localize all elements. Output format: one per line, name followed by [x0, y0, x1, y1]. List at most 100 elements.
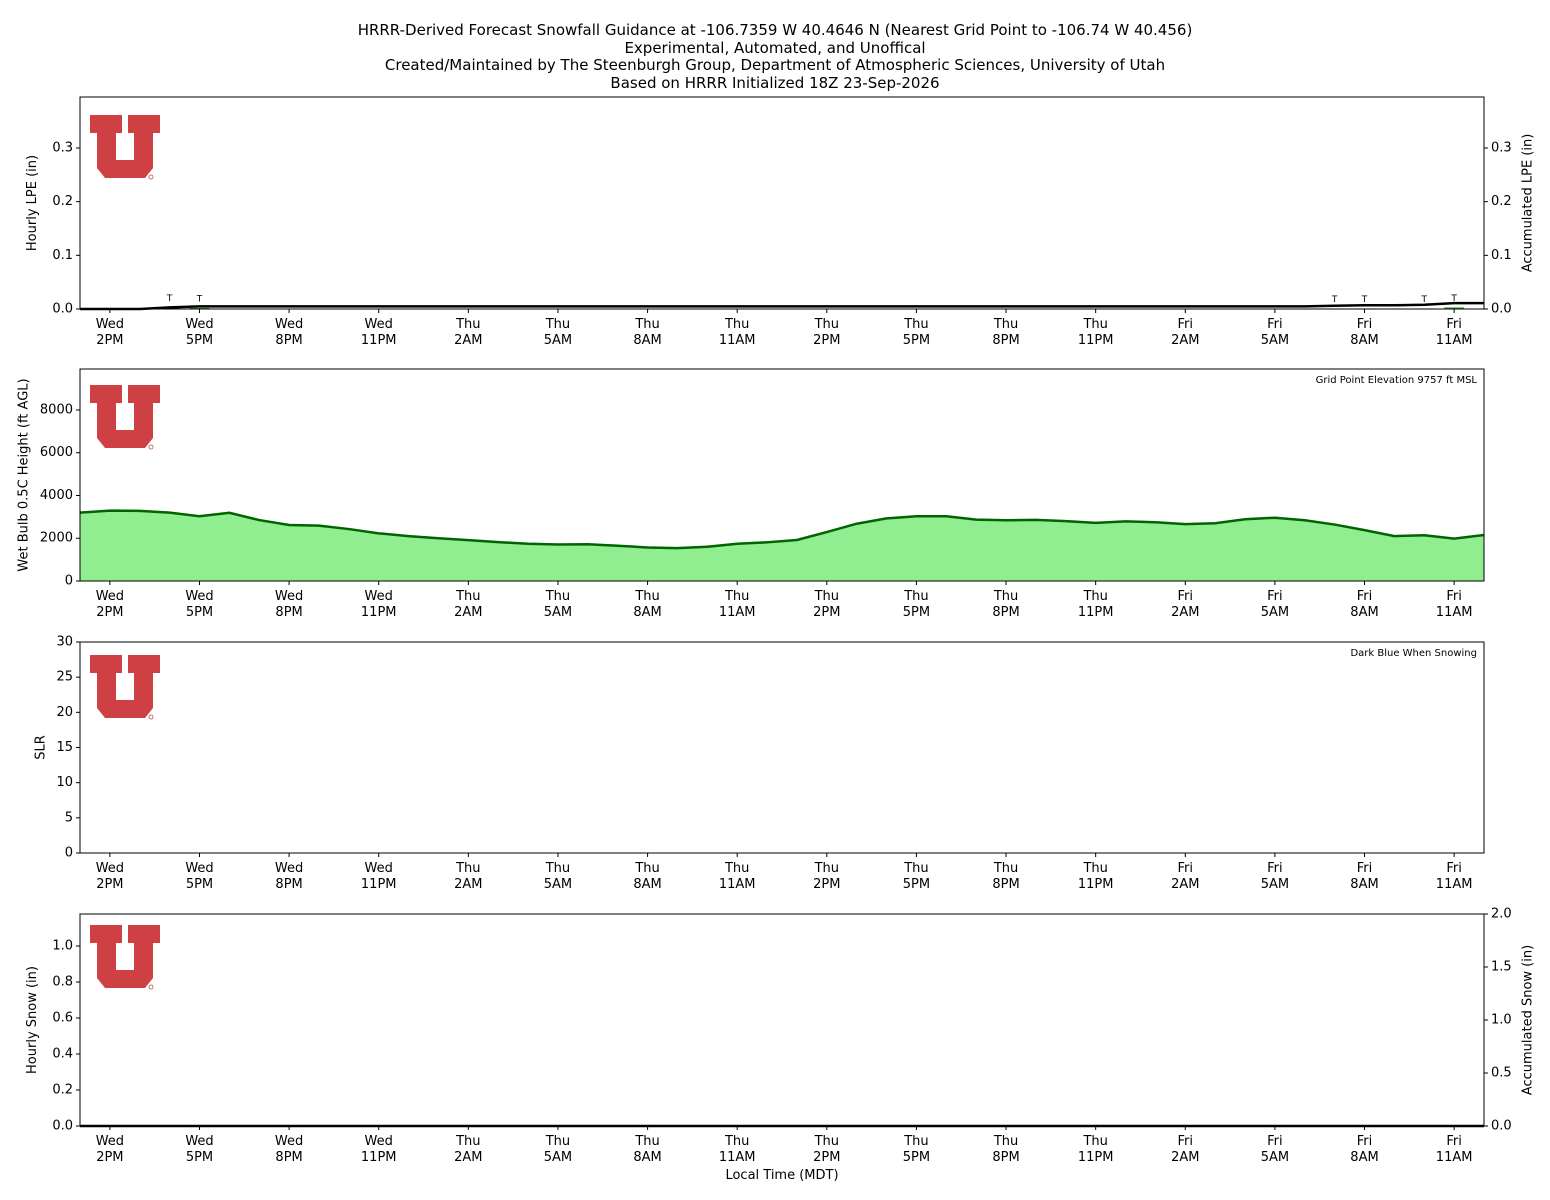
plot-frame: [79, 913, 1485, 1127]
x-tick-label: Thu 11AM: [718, 861, 756, 892]
x-tick-label: Thu 2PM: [813, 861, 841, 892]
x-tick-label: Wed 11PM: [360, 589, 397, 620]
x-tick-label: Wed 5PM: [185, 861, 214, 892]
x-tick-label: Thu 8AM: [633, 1134, 662, 1165]
x-tick-label: Thu 5AM: [543, 1134, 573, 1165]
y-axis-label: Hourly Snow (in): [25, 966, 40, 1074]
line: [79, 509, 1485, 550]
x-tick-label: Thu 11AM: [718, 589, 756, 620]
x-tick-label: Wed 11PM: [360, 317, 397, 348]
x-tick-label: Wed 8PM: [274, 317, 304, 348]
area: [80, 510, 1484, 581]
y-tick-label: 15: [56, 740, 73, 755]
logo: [89, 924, 161, 990]
x-tick-label: Thu 8PM: [992, 1134, 1020, 1165]
annotation: Dark Blue When Snowing: [1350, 648, 1477, 659]
y2-tick-label: 1.0: [1491, 1013, 1512, 1028]
logo: [89, 114, 161, 180]
x-tick-label: Thu 11PM: [1077, 317, 1114, 348]
x-tick-label: Fri 8AM: [1350, 589, 1379, 620]
x-tick-label: Thu 11PM: [1077, 1134, 1114, 1165]
chart-title: HRRR-Derived Forecast Snowfall Guidance …: [357, 21, 1193, 92]
logo: [89, 654, 161, 720]
x-tick-label: Wed 8PM: [274, 1134, 304, 1165]
x-tick-label: Fri 8AM: [1350, 861, 1379, 892]
y-tick-label: 6000: [40, 445, 73, 460]
x-tick-label: Wed 2PM: [95, 589, 125, 620]
x-tick-label: Fri 2AM: [1171, 589, 1200, 620]
x-tick-label: Thu 5AM: [543, 589, 573, 620]
x-tick-label: Thu 5PM: [902, 589, 931, 620]
x-tick-label: Thu 2PM: [813, 1134, 841, 1165]
x-tick-label: Wed 5PM: [185, 317, 214, 348]
x-tick-label: Thu 5AM: [543, 861, 573, 892]
x-tick-label: Thu 5AM: [543, 317, 573, 348]
x-tick-label: Wed 8PM: [274, 589, 304, 620]
x-tick-label: Thu 11PM: [1077, 589, 1114, 620]
y2-tick-label: 0.3: [1491, 140, 1512, 155]
y-tick-label: 20: [56, 705, 73, 720]
x-tick-label: Wed 2PM: [95, 861, 125, 892]
line: [80, 301, 1484, 311]
x-tick-label: Thu 8PM: [992, 861, 1020, 892]
x-tick-label: Fri 11AM: [1435, 589, 1473, 620]
y-axis-label: Hourly LPE (in): [25, 155, 40, 251]
x-tick-label: Fri 11AM: [1435, 1134, 1473, 1165]
x-tick-label: Thu 8PM: [992, 589, 1020, 620]
x-tick-label: Thu 2AM: [454, 317, 483, 348]
value-label: T: [166, 294, 173, 304]
plot-frame: [79, 96, 1485, 310]
x-tick-label: Thu 2AM: [454, 589, 483, 620]
x-tick-label: Thu 5PM: [902, 317, 931, 348]
y-tick-label: 0.2: [52, 194, 73, 209]
x-tick-label: Wed 11PM: [360, 1134, 397, 1165]
y2-tick-label: 1.5: [1491, 960, 1512, 975]
x-tick-label: Fri 2AM: [1171, 1134, 1200, 1165]
x-tick-label: Thu 11AM: [718, 317, 756, 348]
y2-tick-label: 0.0: [1491, 1119, 1512, 1134]
x-tick-label: Thu 5PM: [902, 1134, 931, 1165]
x-tick-label: Wed 5PM: [185, 589, 214, 620]
y-tick-label: 0: [65, 574, 73, 589]
x-tick-label: Fri 5AM: [1260, 317, 1290, 348]
value-label: T: [1450, 294, 1457, 304]
x-tick-label: Thu 5PM: [902, 861, 931, 892]
x-tick-label: Thu 2PM: [813, 317, 841, 348]
x-tick-label: Wed 8PM: [274, 861, 304, 892]
bar: [189, 307, 210, 309]
x-tick-label: Fri 11AM: [1435, 317, 1473, 348]
y-tick-label: 0.3: [52, 140, 73, 155]
y-tick-label: 30: [56, 635, 73, 650]
bar: [1444, 307, 1465, 309]
y-tick-label: 8000: [40, 402, 73, 417]
value-label: T: [1421, 295, 1428, 305]
y-tick-label: 0.1: [52, 248, 73, 263]
x-tick-label: Fri 5AM: [1260, 589, 1290, 620]
value-label: T: [1331, 295, 1338, 305]
y2-tick-label: 2.0: [1491, 907, 1512, 922]
x-tick-label: Wed 2PM: [95, 317, 125, 348]
x-tick-label: Thu 11AM: [718, 1134, 756, 1165]
x-tick-label: Wed 11PM: [360, 861, 397, 892]
x-tick-label: Thu 2PM: [813, 589, 841, 620]
x-tick-label: Thu 8AM: [633, 861, 662, 892]
y-tick-label: 0.4: [52, 1047, 73, 1062]
x-tick-label: Fri 2AM: [1171, 861, 1200, 892]
annotation: Grid Point Elevation 9757 ft MSL: [1316, 375, 1478, 386]
y-tick-label: 2000: [40, 531, 73, 546]
y2-tick-label: 0.5: [1491, 1066, 1512, 1081]
x-axis-label: Local Time (MDT): [725, 1168, 839, 1183]
y-axis-label: SLR: [34, 735, 49, 760]
y-tick-label: 0.6: [52, 1011, 73, 1026]
logo: [89, 384, 161, 450]
value-label: T: [196, 294, 203, 304]
x-tick-label: Fri 8AM: [1350, 317, 1379, 348]
y2-tick-label: 0.1: [1491, 248, 1512, 263]
x-tick-label: Thu 8AM: [633, 317, 662, 348]
y-axis-label: Wet Bulb 0.5C Height (ft AGL): [17, 378, 32, 571]
y-tick-label: 1.0: [52, 939, 73, 954]
y2-axis-label: Accumulated LPE (in): [1521, 134, 1536, 273]
x-tick-label: Thu 8PM: [992, 317, 1020, 348]
